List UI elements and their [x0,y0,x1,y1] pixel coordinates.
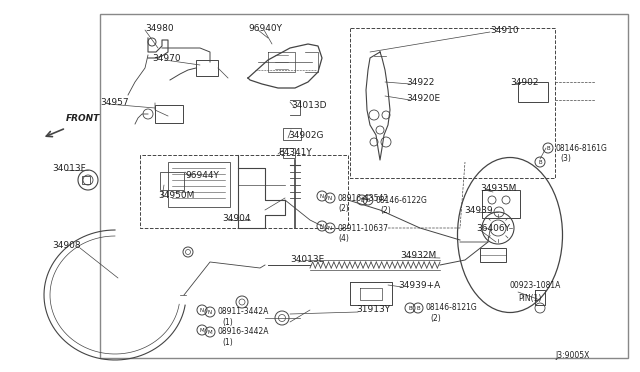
Text: N: N [200,308,204,312]
Text: E4341Y: E4341Y [278,148,312,157]
Bar [100,14,628,358]
Text: (1): (1) [222,337,233,346]
Bar [155,105,183,123]
Text: 08916-3442A: 08916-3442A [218,327,269,337]
Text: B: B [538,160,542,164]
Text: B: B [366,198,370,202]
Text: B: B [546,145,550,151]
Bar [168,162,230,207]
Text: 34902: 34902 [510,77,538,87]
Bar [196,60,218,76]
Bar [482,190,520,218]
Text: 34910: 34910 [490,26,518,35]
Text: (4): (4) [338,234,349,243]
Text: 34950M: 34950M [158,190,195,199]
Text: 34939: 34939 [464,205,493,215]
Text: 08146-8121G: 08146-8121G [426,304,477,312]
Text: 08911-3442A: 08911-3442A [218,308,269,317]
Text: N: N [320,224,324,228]
Text: N: N [320,193,324,199]
Text: B: B [408,305,412,311]
Text: 34013F: 34013F [52,164,86,173]
Text: B: B [360,198,364,202]
Text: 96944Y: 96944Y [185,170,219,180]
Text: M: M [208,330,212,334]
Text: PIN(1): PIN(1) [518,294,541,302]
Text: 34902G: 34902G [288,131,323,140]
Text: 36406Y: 36406Y [476,224,510,232]
Text: 08146-6122G: 08146-6122G [376,196,428,205]
Text: B: B [416,305,420,311]
Text: 31913Y: 31913Y [356,305,390,314]
Bar [160,172,184,190]
Text: N: N [328,196,332,201]
Text: 34970: 34970 [152,54,180,62]
Text: 34957: 34957 [100,97,129,106]
Text: (3): (3) [560,154,571,163]
Bar [480,248,506,262]
Text: 08146-8161G: 08146-8161G [556,144,608,153]
Text: J3:9005X: J3:9005X [555,350,589,359]
Text: (2): (2) [380,205,391,215]
Text: N: N [208,310,212,314]
Text: 34013E: 34013E [290,256,324,264]
Text: 34932M: 34932M [400,250,436,260]
Bar [82,176,90,184]
Text: 34908: 34908 [52,241,81,250]
Text: 34904: 34904 [222,214,250,222]
Text: N: N [328,225,332,231]
Text: 34980: 34980 [145,23,173,32]
Bar [283,128,301,140]
Text: (2): (2) [338,203,349,212]
Text: 08916-43542: 08916-43542 [338,193,389,202]
Bar [518,82,548,102]
Text: M: M [200,327,204,333]
Text: 34935M: 34935M [480,183,516,192]
Text: 00923-1081A: 00923-1081A [510,280,561,289]
Text: (2): (2) [430,314,441,323]
Bar [283,148,295,158]
Text: 34922: 34922 [406,77,435,87]
Text: 34013D: 34013D [291,100,326,109]
Text: 34920E: 34920E [406,93,440,103]
Text: 34939+A: 34939+A [398,280,440,289]
Text: (1): (1) [222,317,233,327]
Text: 08911-10637: 08911-10637 [338,224,389,232]
Text: FRONT: FRONT [66,113,100,122]
Text: 96940Y: 96940Y [248,23,282,32]
